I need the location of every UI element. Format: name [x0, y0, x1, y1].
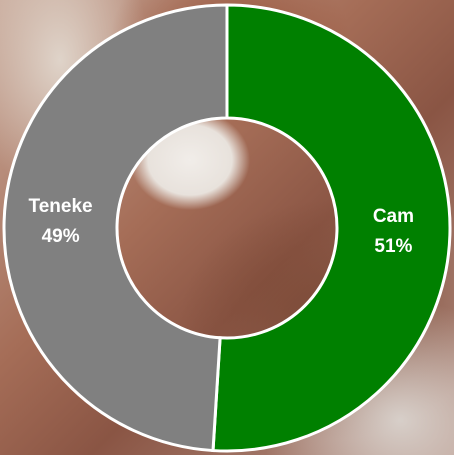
slice-category-label: Cam [373, 206, 414, 227]
donut-slice [4, 5, 227, 451]
page: Cam51%Teneke49% (() => { const data = JS… [0, 0, 454, 455]
slice-value-label: 51% [374, 236, 412, 257]
chart: Cam 51% Teneke 49% [0, 0, 454, 455]
slice-value-label: 49% [42, 226, 80, 247]
donut-slice [213, 5, 450, 451]
slice-category-label: Teneke [29, 196, 93, 217]
